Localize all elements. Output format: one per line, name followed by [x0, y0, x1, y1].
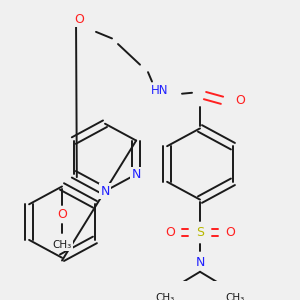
- Text: N: N: [195, 256, 205, 269]
- Text: N: N: [100, 185, 110, 198]
- Text: CH₃: CH₃: [155, 293, 175, 300]
- Text: O: O: [57, 208, 67, 221]
- Text: O: O: [165, 226, 175, 239]
- Text: CH₃: CH₃: [52, 240, 72, 250]
- Text: CH₃: CH₃: [225, 293, 244, 300]
- Text: O: O: [225, 226, 235, 239]
- Text: N: N: [131, 168, 141, 181]
- Text: S: S: [196, 226, 204, 239]
- Text: O: O: [235, 94, 245, 107]
- Text: HN: HN: [151, 84, 169, 98]
- Text: O: O: [74, 13, 84, 26]
